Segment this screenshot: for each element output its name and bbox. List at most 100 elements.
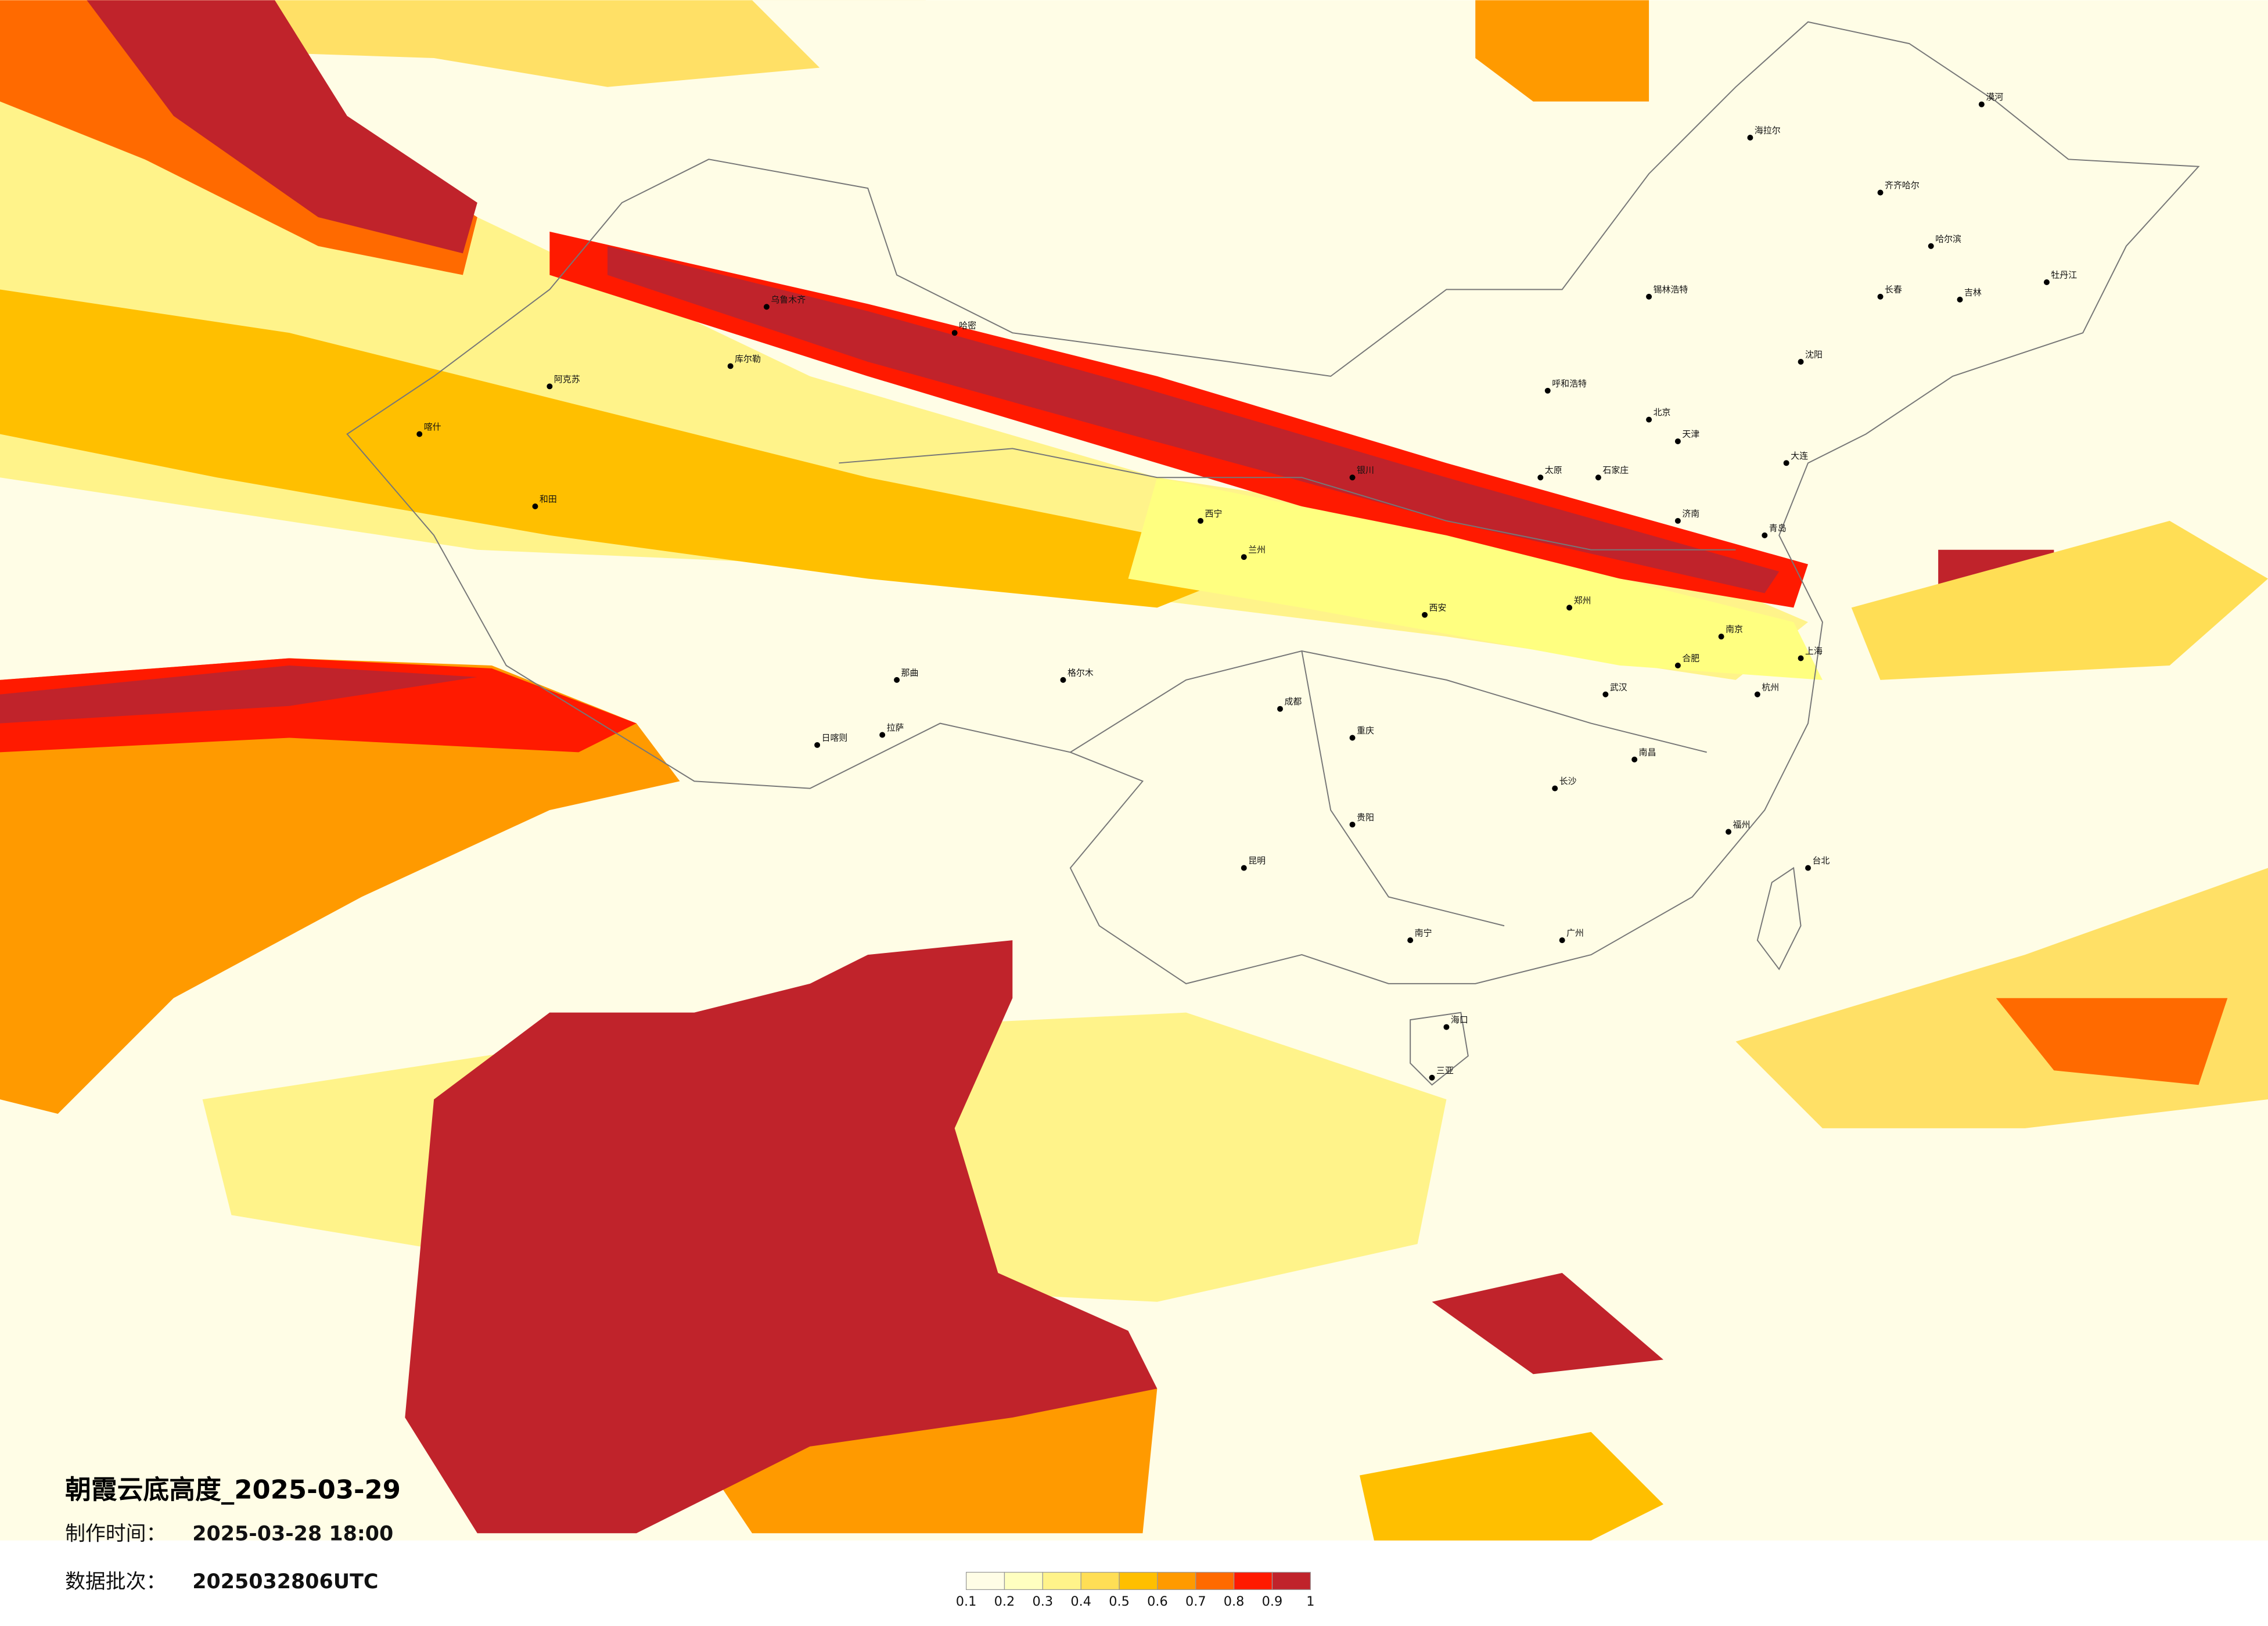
- city-label: 牡丹江: [2051, 270, 2077, 280]
- field-area: [0, 658, 680, 1114]
- city-label: 沈阳: [1805, 350, 1823, 360]
- legend-swatch: [1080, 1571, 1120, 1590]
- field-area: [1851, 520, 2268, 680]
- city-label: 南宁: [1415, 928, 1432, 938]
- city-label: 日喀则: [822, 732, 848, 743]
- borders: [346, 21, 2200, 1086]
- city-dot: [1552, 785, 1558, 792]
- batch-label: 数据批次：: [65, 1570, 166, 1593]
- city-label: 海拉尔: [1755, 125, 1781, 135]
- city-label: 那曲: [901, 667, 919, 678]
- city-dot: [1783, 460, 1789, 466]
- city-label: 重庆: [1357, 725, 1374, 736]
- city-label: 漠河: [1986, 92, 2003, 102]
- legend-tick-label: 0.4: [1070, 1594, 1091, 1609]
- city-dot: [727, 363, 734, 369]
- legend-tick-label: 0.8: [1224, 1594, 1245, 1609]
- city-label: 呼和浩特: [1552, 378, 1587, 388]
- city-dot: [1060, 677, 1066, 683]
- field-area: [607, 246, 1780, 593]
- city-dot: [1631, 756, 1638, 762]
- field-area: [1432, 1272, 1663, 1375]
- city-dot: [1537, 474, 1544, 481]
- city-label: 合肥: [1682, 653, 1699, 664]
- city-label: 大连: [1791, 451, 1808, 461]
- city-dot: [814, 742, 821, 748]
- city-dot: [894, 677, 900, 683]
- legend-tick-label: 0.1: [956, 1594, 977, 1609]
- legend-tick-label: 0.9: [1262, 1594, 1283, 1609]
- legend-swatch: [1004, 1571, 1043, 1590]
- city-dot: [1674, 662, 1681, 668]
- city-dot: [1747, 134, 1753, 141]
- city-dot: [1407, 937, 1414, 944]
- legend-tick-label: 0.6: [1147, 1594, 1168, 1609]
- legend-swatch: [1271, 1571, 1311, 1590]
- city-label: 昆明: [1248, 855, 1266, 866]
- city-label: 锡林浩特: [1654, 284, 1688, 294]
- city-label: 南京: [1726, 624, 1743, 635]
- field-area: [87, 0, 477, 254]
- field-area: [1360, 1431, 1663, 1541]
- legend-tick-label: 0.2: [994, 1594, 1015, 1609]
- island-border: [1410, 1012, 1469, 1086]
- city-dot: [1443, 1024, 1450, 1030]
- city-dot: [1805, 865, 1811, 871]
- batch: 2025032806UTC: [192, 1570, 378, 1593]
- city-dot: [763, 304, 770, 310]
- city-dot: [1566, 605, 1573, 611]
- city-dot: [532, 503, 538, 510]
- city-dot: [1877, 293, 1884, 300]
- city-label: 石家庄: [1602, 465, 1629, 476]
- city-dot: [1422, 611, 1428, 618]
- city-label: 西安: [1429, 602, 1447, 613]
- city-dot: [1957, 296, 1963, 303]
- city-dot: [951, 330, 958, 336]
- city-label: 武汉: [1610, 682, 1627, 692]
- legend-tick-label: 0.5: [1109, 1594, 1130, 1609]
- field-area: [1475, 0, 1649, 102]
- city-label: 青岛: [1769, 523, 1787, 533]
- city-label: 上海: [1805, 646, 1823, 656]
- city-label: 福州: [1733, 819, 1751, 830]
- city-label: 南昌: [1639, 747, 1656, 757]
- province-border: [1301, 650, 1505, 927]
- city-dot: [1877, 189, 1884, 196]
- field-area: [0, 289, 1302, 608]
- made-time: 2025-03-28 18:00: [192, 1523, 393, 1546]
- legend-swatch: [965, 1571, 1005, 1590]
- city-label: 杭州: [1762, 682, 1779, 692]
- city-dot: [1198, 517, 1204, 524]
- city-dot: [2043, 279, 2050, 285]
- city-dot: [1595, 474, 1601, 481]
- city-dot: [1559, 937, 1565, 944]
- city-label: 北京: [1654, 407, 1671, 418]
- city-dot: [1646, 293, 1652, 300]
- city-dot: [1277, 706, 1284, 712]
- field-area: [752, 0, 1678, 290]
- city-dot: [1602, 691, 1609, 697]
- city-dot: [1349, 474, 1356, 481]
- island-border: [1756, 866, 1802, 970]
- city-label: 格尔木: [1067, 667, 1094, 678]
- city-label: 广州: [1566, 928, 1584, 938]
- city-label: 长沙: [1559, 776, 1577, 786]
- city-dot: [1544, 387, 1551, 394]
- city-label: 拉萨: [887, 722, 904, 733]
- city-label: 库尔勒: [735, 354, 761, 364]
- city-label: 台北: [1813, 855, 1830, 866]
- city-label: 天津: [1682, 429, 1699, 439]
- city-label: 和田: [540, 494, 557, 505]
- city-dot: [1349, 735, 1356, 741]
- city-dot: [879, 732, 886, 738]
- city-label: 乌鲁木齐: [771, 294, 806, 305]
- legend-swatch: [1042, 1571, 1081, 1590]
- city-label: 齐齐哈尔: [1885, 180, 1920, 190]
- city-dot: [1646, 416, 1652, 423]
- legend-swatch: [1119, 1571, 1158, 1590]
- city-label: 银川: [1357, 465, 1374, 476]
- city-dot: [1762, 532, 1768, 538]
- city-label: 三亚: [1436, 1065, 1454, 1075]
